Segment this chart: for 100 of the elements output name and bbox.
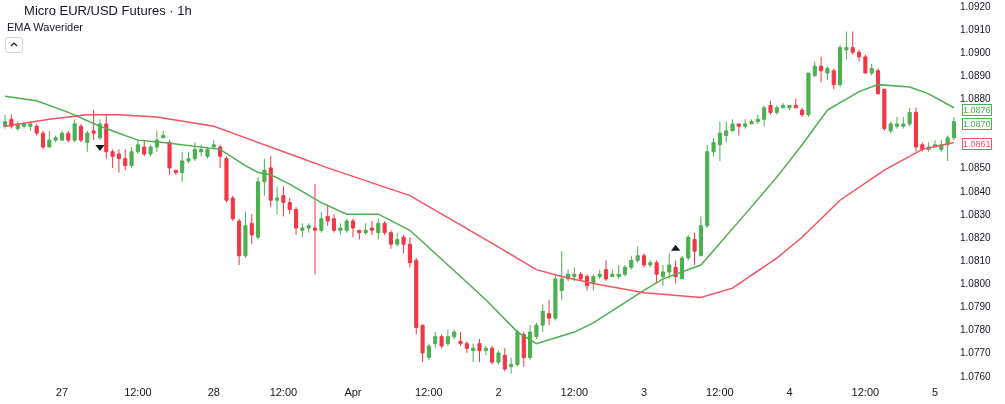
candlestick xyxy=(433,331,438,349)
y-tick-label: 1.0900 xyxy=(960,46,992,58)
candlestick xyxy=(218,144,223,169)
candlestick xyxy=(426,343,431,361)
candlestick xyxy=(730,118,735,132)
candlestick xyxy=(641,252,647,268)
candlestick xyxy=(825,65,830,81)
candlestick xyxy=(894,116,900,130)
candlestick xyxy=(21,121,27,130)
x-tick-label: 2 xyxy=(495,386,502,398)
candlestick xyxy=(395,232,400,247)
x-tick-label: 4 xyxy=(786,386,793,398)
candlestick xyxy=(882,88,887,132)
candlestick xyxy=(724,121,729,143)
y-tick-label: 1.0760 xyxy=(960,370,992,382)
candlestick xyxy=(831,67,836,90)
candlestick xyxy=(622,264,628,278)
y-tick-label: 1.0830 xyxy=(960,208,992,220)
candlestick xyxy=(774,104,779,116)
candlestick xyxy=(850,30,855,56)
candlestick xyxy=(483,345,488,356)
text: 1.0876 xyxy=(963,105,991,115)
y-tick-label: 1.0910 xyxy=(960,23,992,35)
text: 1.0870 xyxy=(963,119,991,129)
candlestick xyxy=(464,340,469,354)
candlestick xyxy=(819,56,824,83)
y-tick-label: 1.0810 xyxy=(960,254,992,266)
y-tick-label: 1.0880 xyxy=(960,93,992,104)
candlestick xyxy=(325,204,330,227)
y-tick-label: 1.0770 xyxy=(960,347,992,359)
candlestick xyxy=(844,30,849,60)
candlestick xyxy=(135,139,140,155)
candlestick xyxy=(331,213,337,234)
candlestick xyxy=(414,257,419,335)
candlestick xyxy=(401,234,406,254)
candlestick xyxy=(224,155,229,204)
candlestick xyxy=(913,107,919,153)
candlestick xyxy=(34,123,39,136)
candlestick xyxy=(104,114,109,160)
candlestick xyxy=(205,146,210,160)
y-tick-label: 1.0780 xyxy=(960,324,992,336)
chart-title: Micro EUR/USD Futures · 1h xyxy=(24,3,192,19)
x-tick-label: 28 xyxy=(207,386,220,398)
candlestick xyxy=(711,137,716,157)
candlestick xyxy=(509,357,514,375)
candlestick xyxy=(521,331,526,368)
candlestick xyxy=(28,121,33,132)
candlestick xyxy=(749,118,754,125)
candlestick xyxy=(490,345,495,365)
candlestick xyxy=(85,130,90,153)
candlestick xyxy=(66,130,71,143)
candlestick xyxy=(59,130,65,141)
candlestick xyxy=(762,104,767,127)
candlestick xyxy=(369,220,375,236)
candlestick xyxy=(888,121,893,134)
candlestick xyxy=(154,130,159,153)
y-tick-label: 1.0800 xyxy=(960,278,992,289)
x-tick-label: 12:00 xyxy=(560,386,589,398)
candlestick xyxy=(692,232,697,266)
candlestick xyxy=(306,222,311,234)
candlestick xyxy=(3,114,8,130)
candlestick xyxy=(116,148,121,173)
candlestick xyxy=(382,220,387,236)
x-tick-label: 5 xyxy=(931,386,939,398)
candlestick xyxy=(91,109,96,141)
x-tick-label: 12:00 xyxy=(706,386,734,398)
y-tick-label: 1.0840 xyxy=(960,185,992,197)
candlestick xyxy=(262,158,267,197)
candlestick xyxy=(705,144,710,229)
candlestick xyxy=(667,252,672,280)
candlestick xyxy=(167,139,172,176)
candlestick xyxy=(420,324,425,363)
candlestick xyxy=(806,72,811,118)
candlestick xyxy=(243,211,248,259)
candlestick xyxy=(439,333,444,349)
candlestick xyxy=(110,148,115,169)
candlestick xyxy=(319,211,324,234)
candlestick xyxy=(547,299,552,326)
candlestick xyxy=(920,141,925,153)
candlestick xyxy=(40,130,46,150)
candlestick xyxy=(553,273,558,321)
x-tick-label: 12:00 xyxy=(269,386,298,398)
x-tick-label: 3 xyxy=(640,386,648,398)
candlestick xyxy=(300,222,305,238)
candlestick xyxy=(256,176,261,241)
candlestick xyxy=(572,266,577,282)
candlestick xyxy=(249,213,254,245)
candlestick xyxy=(660,264,665,287)
candlestick xyxy=(237,218,242,266)
candlestick xyxy=(312,183,318,275)
candlestick xyxy=(376,218,381,241)
candlestick xyxy=(471,343,476,363)
candlestick xyxy=(123,148,128,171)
candlestick xyxy=(736,123,741,136)
y-tick-label: 1.0820 xyxy=(960,231,992,243)
candlestick xyxy=(294,206,299,236)
candlestick xyxy=(357,229,362,241)
candlestick xyxy=(603,259,609,282)
candlestick xyxy=(268,155,273,208)
candlestick xyxy=(281,185,286,217)
